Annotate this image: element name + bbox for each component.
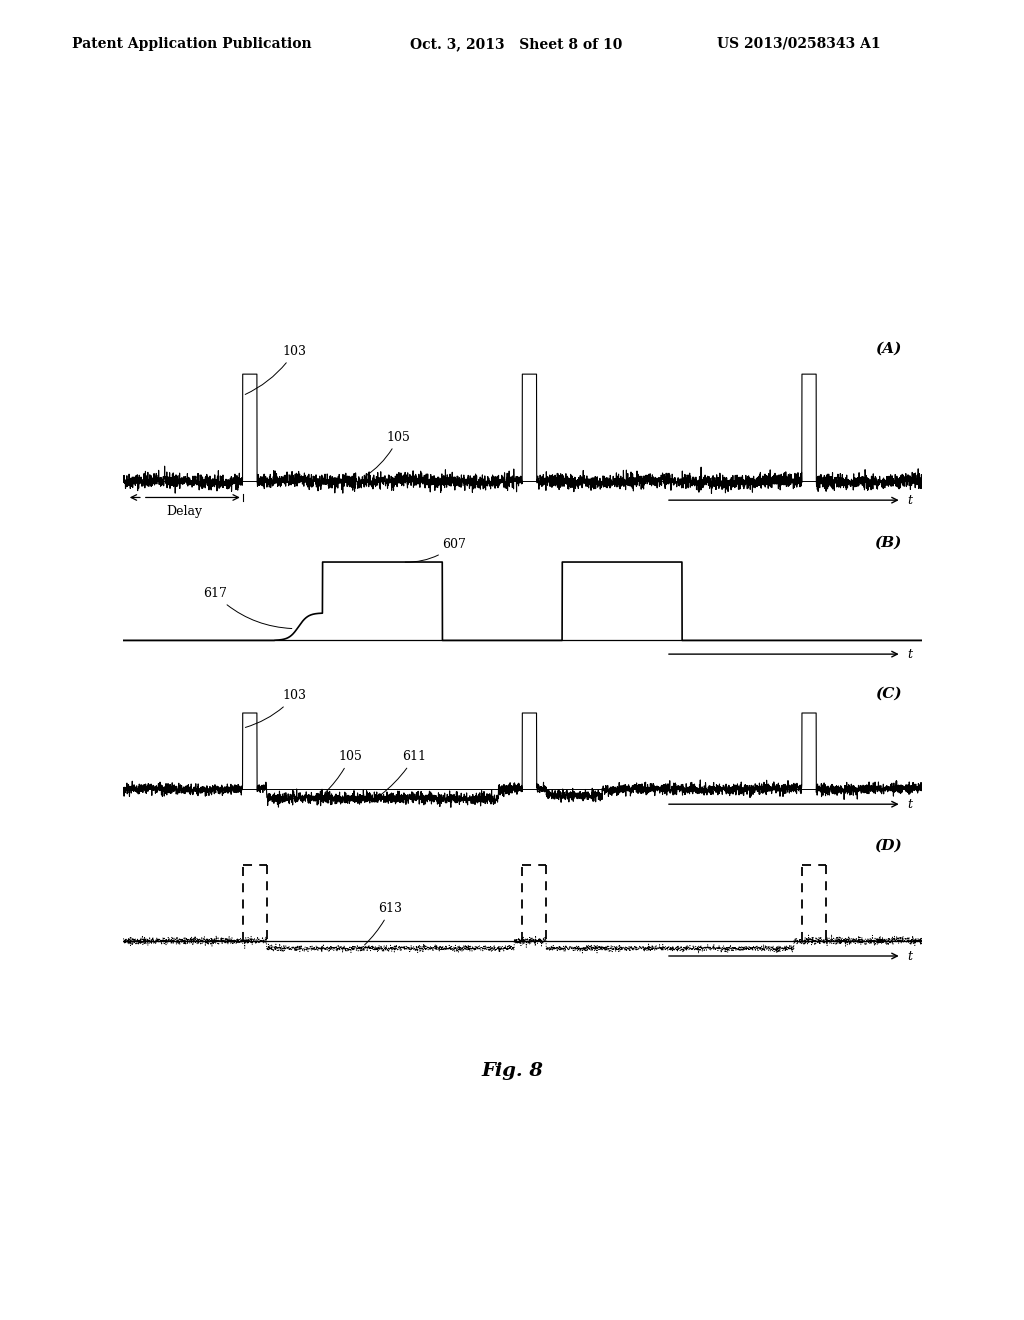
Text: Oct. 3, 2013   Sheet 8 of 10: Oct. 3, 2013 Sheet 8 of 10 — [410, 37, 622, 51]
Text: Patent Application Publication: Patent Application Publication — [72, 37, 311, 51]
Text: t: t — [907, 648, 912, 660]
Text: 103: 103 — [245, 345, 306, 395]
Text: (A): (A) — [876, 342, 902, 355]
Text: 617: 617 — [203, 587, 292, 628]
Text: 103: 103 — [246, 689, 306, 727]
Text: 105: 105 — [325, 750, 362, 793]
Text: Delay: Delay — [167, 506, 203, 517]
Text: t: t — [907, 494, 912, 507]
Text: t: t — [907, 797, 912, 810]
Text: (C): (C) — [874, 686, 902, 701]
Text: 613: 613 — [365, 902, 402, 945]
Text: 607: 607 — [406, 539, 466, 562]
Text: US 2013/0258343 A1: US 2013/0258343 A1 — [717, 37, 881, 51]
Text: Fig. 8: Fig. 8 — [481, 1061, 543, 1080]
Text: t: t — [907, 949, 912, 962]
Text: (D): (D) — [873, 838, 902, 853]
Text: 105: 105 — [365, 430, 411, 477]
Text: 611: 611 — [381, 750, 426, 795]
Text: (B): (B) — [874, 536, 902, 549]
